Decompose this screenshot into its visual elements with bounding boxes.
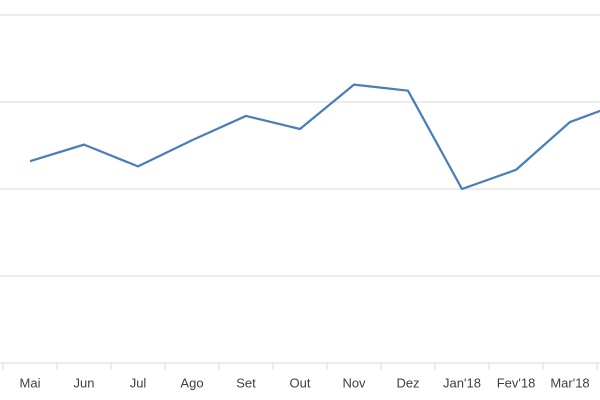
x-tick-label: Nov: [342, 375, 366, 390]
x-tick-label: Mai: [20, 375, 41, 390]
x-tick-label: Out: [290, 375, 311, 390]
x-tick-label: Jun: [74, 375, 95, 390]
x-tick-label: Set: [236, 375, 256, 390]
x-tick-label: Jul: [130, 375, 147, 390]
x-tick-label: Mar'18: [550, 375, 589, 390]
x-tick-label: Dez: [396, 375, 419, 390]
x-tick-label: Fev'18: [497, 375, 536, 390]
x-tick-label: Jan'18: [443, 375, 481, 390]
x-tick-label: Ago: [180, 375, 203, 390]
series-line: [29, 83, 600, 191]
